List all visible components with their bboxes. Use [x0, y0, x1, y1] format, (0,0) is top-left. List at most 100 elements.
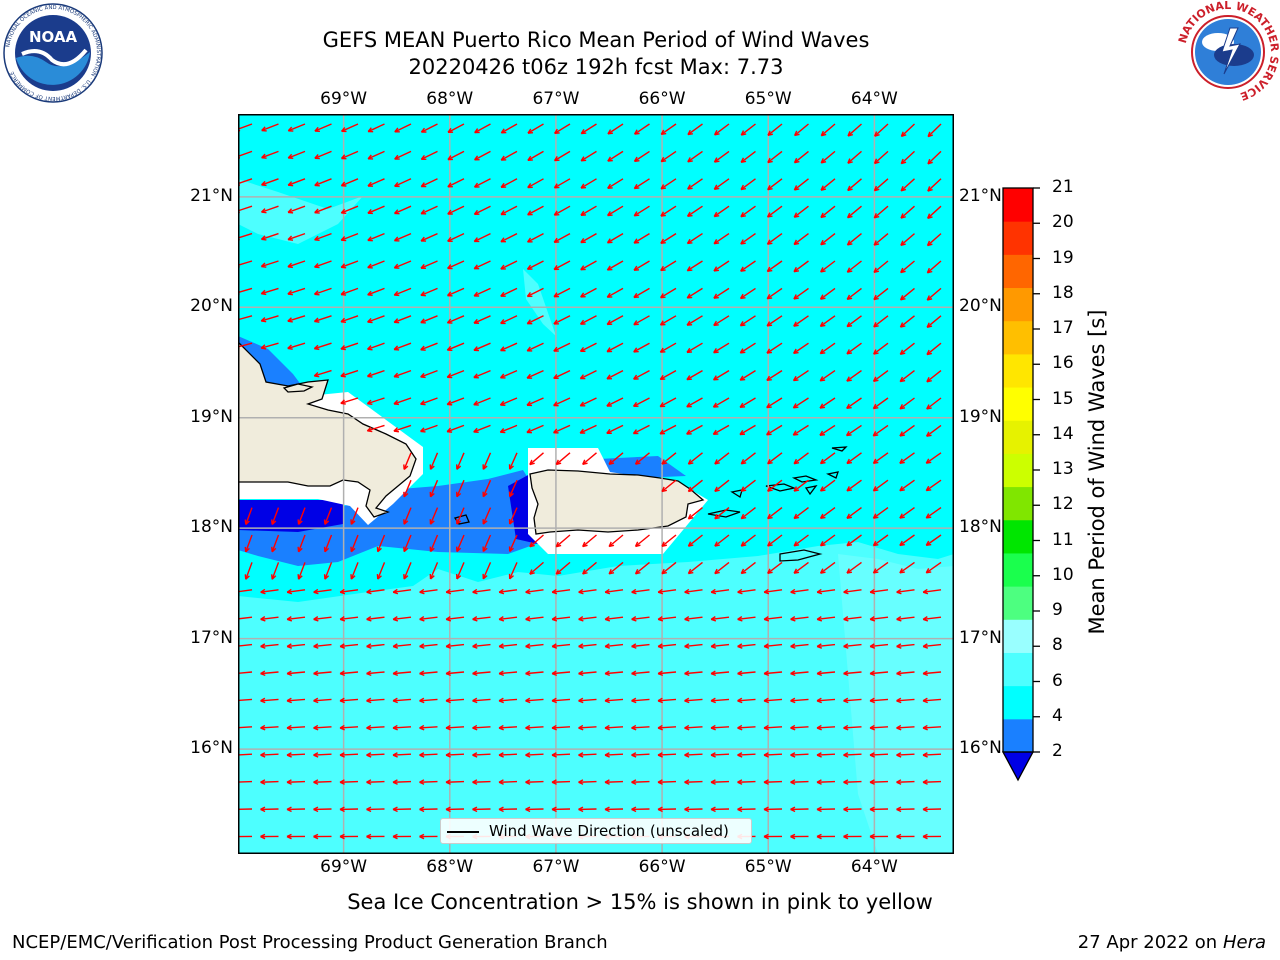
wave-arrow-head — [286, 724, 292, 729]
wave-arrow-head — [900, 240, 904, 246]
wave-arrow — [900, 150, 915, 165]
wave-arrow — [419, 780, 438, 783]
wave-arrow-head — [684, 697, 690, 702]
wave-arrow — [314, 287, 332, 295]
wave-arrow-head — [260, 779, 266, 783]
wave-arrow-head — [926, 376, 930, 383]
lon-tick-label: 64°W — [850, 857, 898, 877]
wave-arrow-head — [261, 180, 266, 186]
wave-arrow-head — [500, 264, 505, 270]
colorbar-segment — [1003, 188, 1033, 222]
wave-arrow — [420, 205, 438, 215]
wave-arrow-head — [579, 374, 584, 380]
wave-arrow — [498, 698, 518, 702]
wave-arrow — [714, 561, 730, 575]
grid-lines — [238, 114, 954, 854]
wave-arrow-head — [899, 485, 903, 492]
wave-arrow — [819, 424, 836, 436]
wave-arrow-head — [472, 806, 478, 811]
wave-arrow — [526, 369, 544, 379]
wave-arrow — [580, 260, 597, 271]
wave-arrow-head — [790, 806, 796, 811]
wave-arrow-head — [606, 401, 611, 407]
wave-arrow — [445, 698, 465, 702]
wave-arrow — [843, 726, 862, 729]
wave-arrow-head — [793, 185, 798, 191]
wave-arrow — [419, 671, 438, 675]
wave-arrow-head — [474, 155, 479, 161]
wave-arrow-head — [873, 349, 877, 355]
wave-arrow-head — [896, 779, 902, 783]
wave-arrow — [843, 780, 862, 783]
wave-arrow-head — [340, 263, 346, 268]
wave-arrow — [392, 753, 412, 756]
wave-arrow — [393, 424, 412, 432]
wave-arrow-head — [713, 320, 718, 326]
wave-arrow-head — [339, 643, 345, 648]
wave-arrow — [429, 562, 439, 580]
wave-arrow-head — [473, 373, 478, 378]
wave-arrow — [923, 643, 942, 648]
wave-arrow — [525, 698, 544, 702]
wave-arrow — [525, 616, 544, 621]
wave-arrow — [529, 452, 544, 466]
wave-arrow — [525, 726, 544, 729]
wave-arrow-head — [419, 806, 425, 811]
wave-arrow — [764, 671, 783, 675]
wave-arrow — [261, 150, 279, 159]
wave-arrow — [820, 260, 836, 273]
wave-arrow — [580, 123, 597, 135]
wave-arrow-head — [499, 428, 505, 433]
wave-arrow — [608, 452, 624, 465]
colorbar-segment — [1003, 287, 1033, 322]
wave-arrow — [659, 369, 677, 380]
wave-arrow — [286, 753, 306, 756]
wave-arrow — [764, 643, 783, 648]
wave-arrow-head — [555, 569, 559, 575]
wave-arrow-head — [366, 426, 372, 432]
wave-arrow-head — [606, 428, 611, 434]
wave-arrow — [340, 671, 359, 675]
wave-arrow — [313, 753, 332, 756]
wave-arrow — [873, 452, 889, 464]
wave-arrow-head — [366, 643, 372, 648]
wave-arrow — [926, 260, 942, 274]
wave-arrow-head — [790, 616, 796, 620]
wave-arrow-head — [687, 568, 692, 574]
wave-arrow-head — [420, 182, 425, 187]
wave-arrow-head — [740, 184, 744, 190]
wave-arrow — [713, 397, 730, 408]
wave-arrow — [817, 643, 836, 648]
wave-arrow-head — [260, 289, 266, 295]
wave-arrow-head — [393, 318, 399, 323]
wave-arrow-head — [367, 154, 372, 160]
wave-arrow — [764, 616, 783, 621]
wave-arrow — [927, 123, 942, 138]
wave-arrow — [420, 397, 438, 405]
wave-arrow-head — [498, 670, 504, 675]
wave-arrow-head — [900, 131, 904, 137]
wave-arrow — [846, 342, 862, 355]
wave-arrow — [605, 589, 624, 593]
wave-arrow — [419, 589, 438, 593]
colorbar-tick-marks — [1033, 187, 1040, 753]
wave-arrow — [377, 534, 386, 552]
wave-arrow-head — [843, 779, 849, 783]
wave-arrow-head — [737, 697, 743, 702]
wave-arrow — [740, 561, 756, 574]
wave-arrow — [660, 123, 677, 135]
wave-arrow-head — [287, 290, 292, 295]
wave-arrow — [793, 233, 809, 245]
wave-arrow-head — [660, 156, 665, 162]
wave-arrow-head — [607, 156, 612, 162]
wave-arrow — [631, 698, 650, 702]
wave-arrow — [527, 232, 544, 243]
wave-arrow — [447, 260, 465, 270]
wave-arrow — [900, 315, 915, 328]
wave-arrow-head — [843, 588, 849, 593]
wave-arrow-head — [631, 806, 637, 811]
wave-arrow-head — [419, 724, 425, 729]
wave-arrow — [820, 534, 836, 547]
wave-arrow — [500, 315, 518, 324]
wave-arrow-head — [790, 833, 796, 838]
